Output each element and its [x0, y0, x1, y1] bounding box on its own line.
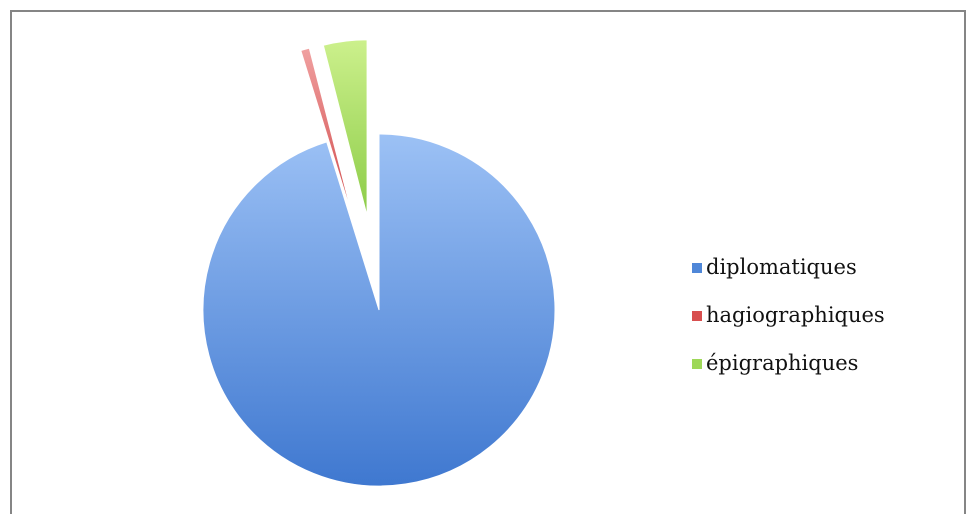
legend: diplomatiques hagiographiques épigraphiq… [692, 243, 885, 387]
legend-swatch [692, 311, 702, 321]
legend-item-epigraphiques: épigraphiques [692, 339, 885, 387]
pie-slice-hagiographiques [300, 47, 354, 219]
legend-label: diplomatiques [706, 255, 857, 279]
legend-swatch [692, 359, 702, 369]
pie-slice-diplomatiques [202, 133, 556, 487]
legend-item-diplomatiques: diplomatiques [692, 243, 885, 291]
pie-slice-epigraphiques [322, 39, 368, 216]
legend-label: hagiographiques [706, 303, 885, 327]
legend-label: épigraphiques [706, 351, 859, 375]
legend-swatch [692, 263, 702, 273]
legend-item-hagiographiques: hagiographiques [692, 291, 885, 339]
